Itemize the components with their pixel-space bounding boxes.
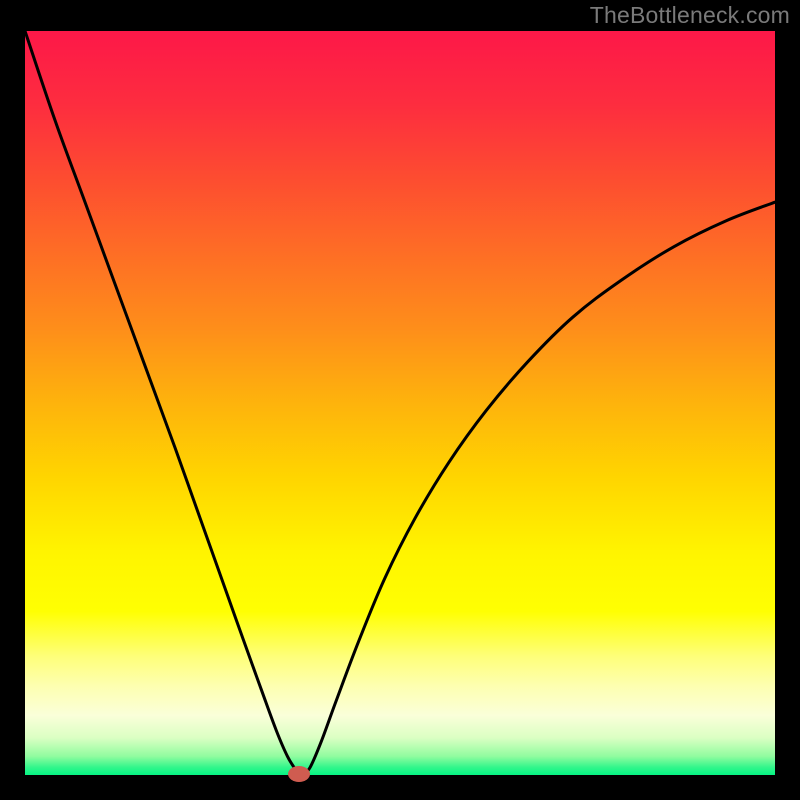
chart-plot-area	[25, 31, 775, 775]
chart-svg	[25, 31, 775, 775]
minimum-marker-icon	[288, 766, 310, 782]
curve-left-branch	[25, 31, 303, 775]
curve-right-branch	[303, 202, 776, 775]
watermark-label: TheBottleneck.com	[590, 2, 790, 29]
